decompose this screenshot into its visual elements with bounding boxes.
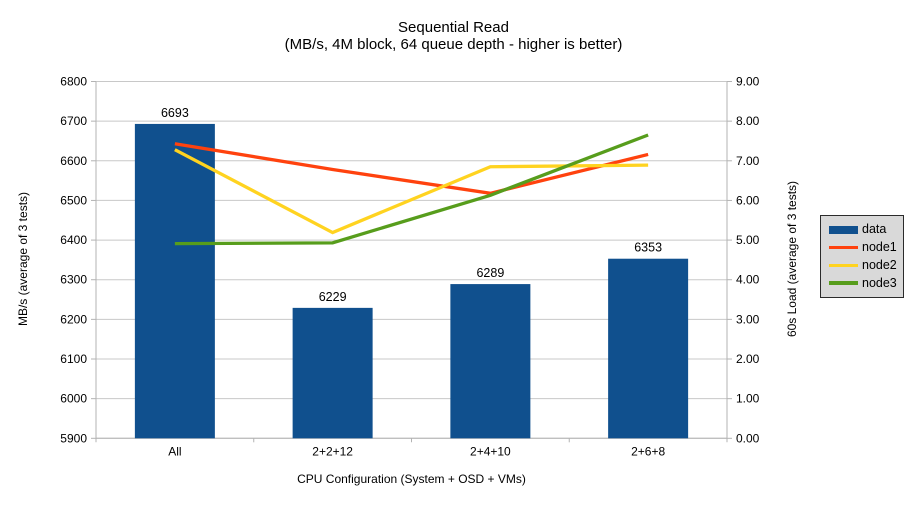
bar-2+6+8 bbox=[608, 258, 689, 439]
legend-item-node1: node1 bbox=[829, 241, 901, 254]
right-axis-tick-label: 2.00 bbox=[736, 352, 760, 366]
left-axis-tick-label: 6800 bbox=[60, 75, 87, 89]
right-axis-tick-label: 6.00 bbox=[736, 193, 760, 207]
legend-label: data bbox=[862, 222, 887, 237]
bar-value-label: 6229 bbox=[319, 290, 347, 304]
right-axis-tick-label: 1.00 bbox=[736, 392, 760, 406]
left-axis-tick-label: 6300 bbox=[60, 273, 87, 287]
x-category-label: 2+2+12 bbox=[312, 444, 353, 458]
right-axis-tick-label: 0.00 bbox=[736, 431, 760, 445]
left-axis-tick-label: 5900 bbox=[60, 431, 87, 445]
bar-value-label: 6353 bbox=[634, 241, 662, 255]
bar-2+4+10 bbox=[450, 284, 531, 439]
right-axis-title: 60s Load (average of 3 tests) bbox=[785, 180, 799, 338]
legend-swatch-node1 bbox=[829, 245, 858, 250]
legend-label: node3 bbox=[862, 275, 897, 290]
legend-label: node2 bbox=[862, 257, 897, 272]
right-axis-tick-label: 3.00 bbox=[736, 312, 760, 326]
legend-label: node1 bbox=[862, 240, 897, 255]
legend-item-data: data bbox=[829, 223, 901, 236]
legend-swatch-data bbox=[829, 225, 858, 234]
x-category-label: All bbox=[168, 444, 181, 458]
left-axis-tick-label: 6200 bbox=[60, 312, 87, 326]
x-category-label: 2+4+10 bbox=[470, 444, 511, 458]
bar-value-label: 6289 bbox=[476, 266, 504, 280]
legend-swatch-node3 bbox=[829, 281, 858, 285]
bar-value-label: 6693 bbox=[161, 106, 189, 120]
chart-title: Sequential Read bbox=[398, 19, 509, 36]
x-category-label: 2+6+8 bbox=[631, 444, 665, 458]
left-axis-tick-label: 6600 bbox=[60, 154, 87, 168]
legend-swatch-node2 bbox=[829, 263, 858, 268]
right-axis-tick-label: 7.00 bbox=[736, 154, 760, 168]
right-axis-tick-label: 8.00 bbox=[736, 114, 760, 128]
bar-2+2+12 bbox=[292, 307, 373, 439]
legend-item-node3: node3 bbox=[829, 275, 901, 290]
bar-All bbox=[134, 123, 215, 439]
left-axis-tick-label: 6700 bbox=[60, 114, 87, 128]
chart-subtitle: (MB/s, 4M block, 64 queue depth - higher… bbox=[284, 36, 623, 53]
left-axis-tick-label: 6400 bbox=[60, 233, 87, 247]
legend-item-node2: node2 bbox=[829, 257, 901, 272]
right-axis-tick-label: 9.00 bbox=[736, 75, 760, 89]
left-axis-tick-label: 6100 bbox=[60, 352, 87, 366]
left-axis-title: MB/s (average of 3 tests) bbox=[16, 191, 30, 327]
right-axis-tick-label: 5.00 bbox=[736, 233, 760, 247]
right-axis-tick-label: 4.00 bbox=[736, 273, 760, 287]
left-axis-tick-label: 6000 bbox=[60, 392, 87, 406]
chart-title-block: Sequential Read (MB/s, 4M block, 64 queu… bbox=[0, 19, 907, 53]
line-series-node3 bbox=[174, 133, 649, 246]
x-axis-title: CPU Configuration (System + OSD + VMs) bbox=[297, 472, 526, 486]
line-series-node1 bbox=[174, 142, 649, 195]
legend-box: data node1 node2 node3 bbox=[820, 215, 904, 298]
left-axis-tick-label: 6500 bbox=[60, 193, 87, 207]
